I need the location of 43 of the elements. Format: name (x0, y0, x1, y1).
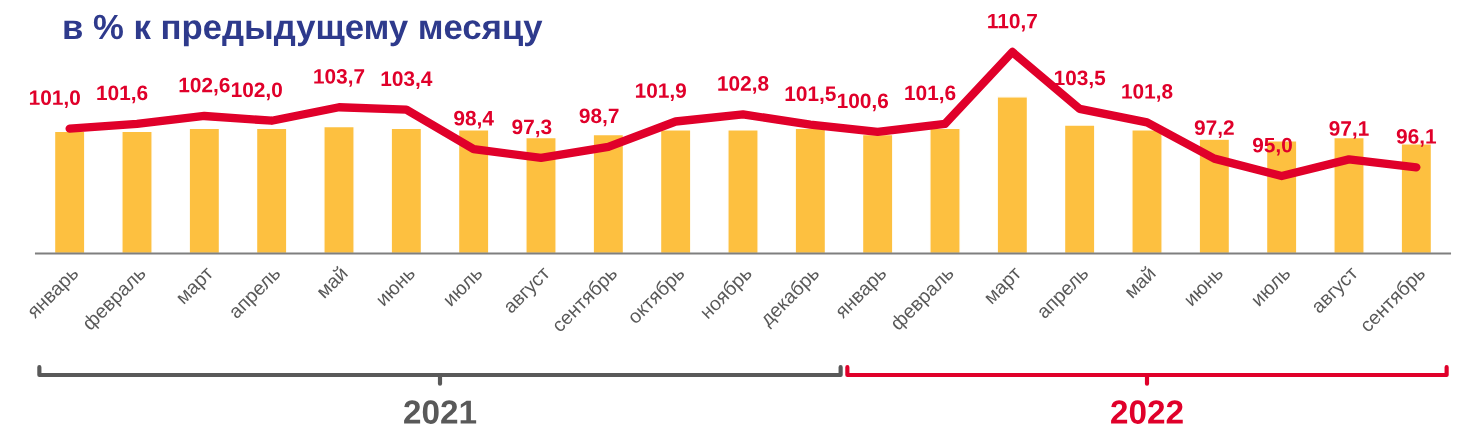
bar (525, 136, 557, 254)
data-label: 103,5 (1054, 70, 1106, 89)
x-tick-label: май (1122, 265, 1157, 299)
data-label: 102,8 (718, 76, 769, 94)
bar (592, 133, 625, 254)
data-label: 101,0 (29, 90, 80, 109)
x-tick-label: май (314, 265, 349, 299)
data-label: 98,7 (579, 108, 619, 127)
bar (457, 129, 490, 254)
data-label: 102,6 (179, 77, 230, 96)
data-label: 98,4 (454, 110, 494, 129)
bar (323, 125, 355, 254)
data-label: 110,7 (988, 13, 1037, 32)
data-label: 101,9 (635, 83, 687, 101)
bar (53, 130, 86, 254)
bar (188, 127, 221, 254)
text: 2021 (404, 400, 477, 424)
data-label: 97,3 (512, 119, 552, 138)
data-label: 97,1 (1329, 121, 1369, 139)
data-label: 101,6 (97, 85, 148, 104)
bar (390, 127, 423, 254)
data-label: 96,1 (1396, 129, 1437, 147)
bar (929, 127, 961, 254)
data-label: 103,7 (314, 68, 365, 87)
text: 2022 (1111, 400, 1183, 424)
data-label: 101,6 (905, 85, 956, 104)
bar (1063, 124, 1096, 254)
bar (861, 133, 894, 254)
bar (121, 130, 153, 254)
data-label: 103,4 (381, 71, 433, 90)
bar (996, 96, 1029, 254)
chart-title: в % к предыдущему месяцу (64, 14, 543, 47)
bar (794, 127, 827, 254)
data-label: 102,0 (231, 82, 282, 101)
bar (1131, 129, 1163, 254)
data-label: 97,2 (1194, 120, 1234, 139)
bar (1198, 138, 1231, 254)
bar (255, 127, 288, 254)
data-label: 100,6 (837, 93, 889, 112)
bar (659, 129, 692, 254)
data-label: 101,5 (785, 86, 836, 105)
data-label: 101,8 (1122, 83, 1173, 102)
bar (727, 129, 759, 254)
